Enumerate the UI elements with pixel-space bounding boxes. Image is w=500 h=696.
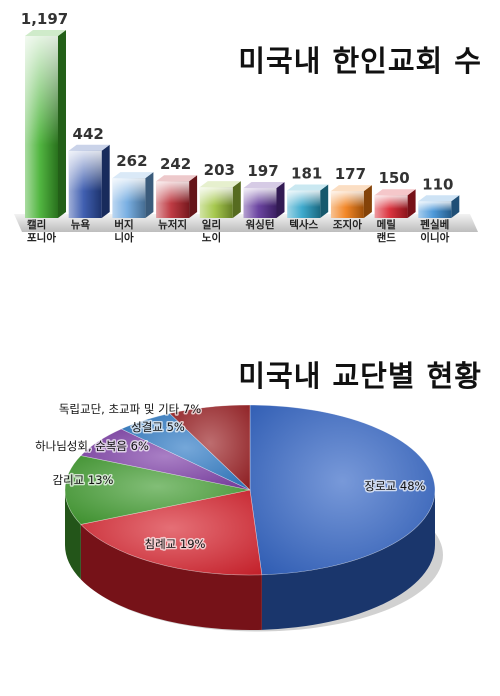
bar-category-label: 텍사스 <box>289 218 318 231</box>
bar-top <box>374 189 416 196</box>
bar-top <box>156 175 198 182</box>
pie-label-halo: 장로교 48% <box>365 479 426 493</box>
bar-side <box>276 182 285 218</box>
bar-top <box>68 144 110 151</box>
bar-category-label: 캘리 <box>27 218 46 231</box>
pie-side-walls <box>65 490 436 630</box>
bar-9 <box>418 195 460 218</box>
pie-label-halo: 성결교 5% <box>131 420 185 434</box>
bar-value-label: 110 <box>422 175 453 193</box>
bar-category-label: 랜드 <box>377 231 397 244</box>
bar-value-label: 181 <box>291 164 322 182</box>
pie-slice-side <box>261 490 436 630</box>
bar-category-label: 펜실베 <box>420 218 449 231</box>
bar-8 <box>374 189 416 218</box>
pie-label-halo: 독립교단, 초교파 및 기타 7% <box>59 402 201 416</box>
pie-chart: 장로교 48%장로교 48%침례교 19%침례교 19%감리교 13%감리교 1… <box>34 401 443 632</box>
bar-category-label: 노이 <box>202 231 221 244</box>
bar-top <box>199 181 241 188</box>
bar-category-label: 포니아 <box>27 231 56 244</box>
pie-label-halo: 하나님성회, 순복음 6% <box>35 439 149 453</box>
bar-side <box>407 189 416 218</box>
bar-top <box>418 195 460 202</box>
bar-value-label: 203 <box>204 161 235 179</box>
bar-0 <box>25 30 66 218</box>
bar-side <box>232 181 241 218</box>
bar-value-label: 177 <box>335 165 366 183</box>
bar-category-label: 니아 <box>114 231 134 244</box>
bar-chart-title: 미국내 한인교회 수 <box>238 44 482 78</box>
bar-category-label: 이니아 <box>420 231 449 244</box>
bar-category-label: 조지아 <box>333 218 362 231</box>
pie-slice <box>80 489 263 576</box>
bar-value-label: 1,197 <box>21 10 68 28</box>
bar-top <box>112 172 154 179</box>
bar-1 <box>68 144 110 218</box>
pie-label-halo: 감리교 13% <box>53 473 114 487</box>
bar-top <box>243 182 285 189</box>
pie-slice-label: 침례교 19% <box>145 537 206 551</box>
pie-slice-label: 장로교 48% <box>365 479 426 493</box>
bar-value-label: 150 <box>378 169 409 187</box>
bar-top <box>287 184 329 191</box>
bar-value-label: 242 <box>160 155 191 173</box>
pie-slice-side <box>80 524 262 630</box>
pie-slice-label: 성결교 5% <box>131 420 185 434</box>
bar-category-label: 뉴욕 <box>71 219 91 231</box>
bar-value-label: 197 <box>247 162 278 180</box>
bar-6 <box>287 184 329 218</box>
bar-side <box>363 185 372 218</box>
bar-category-label: 뉴저지 <box>158 218 187 231</box>
bar-side <box>451 195 460 218</box>
bar-side <box>189 175 198 218</box>
bar-2 <box>112 172 154 218</box>
bar-value-label: 442 <box>73 125 104 143</box>
bar-category-label: 일리 <box>202 218 221 231</box>
pie-label-halo: 침례교 19% <box>145 537 206 551</box>
bar-side <box>145 172 154 218</box>
bar-chart-floor <box>14 214 478 232</box>
bar-5 <box>243 182 285 218</box>
pie-slice <box>249 404 436 576</box>
bar-7 <box>330 185 372 218</box>
pie-slice <box>169 404 251 491</box>
pie-slice-side <box>65 490 81 580</box>
pie-chart-title: 미국내 교단별 현황 <box>238 359 482 393</box>
bar-top <box>330 185 372 192</box>
bar-3 <box>156 175 198 218</box>
pie-slice-label: 독립교단, 초교파 및 기타 7% <box>59 402 201 416</box>
bar-category-label: 버지 <box>114 218 133 231</box>
bar-4 <box>199 181 241 218</box>
bar-side <box>320 184 329 218</box>
bar-top <box>25 30 66 36</box>
bar-category-label: 메릴 <box>377 218 396 231</box>
bar-side <box>101 144 110 218</box>
bar-side <box>58 30 66 218</box>
pie-slice-label: 하나님성회, 순복음 6% <box>35 439 149 453</box>
bar-value-label: 262 <box>116 152 147 170</box>
pie-slice-label: 감리교 13% <box>53 473 114 487</box>
pie-slice <box>64 455 251 525</box>
bar-category-label: 워싱턴 <box>246 218 275 231</box>
